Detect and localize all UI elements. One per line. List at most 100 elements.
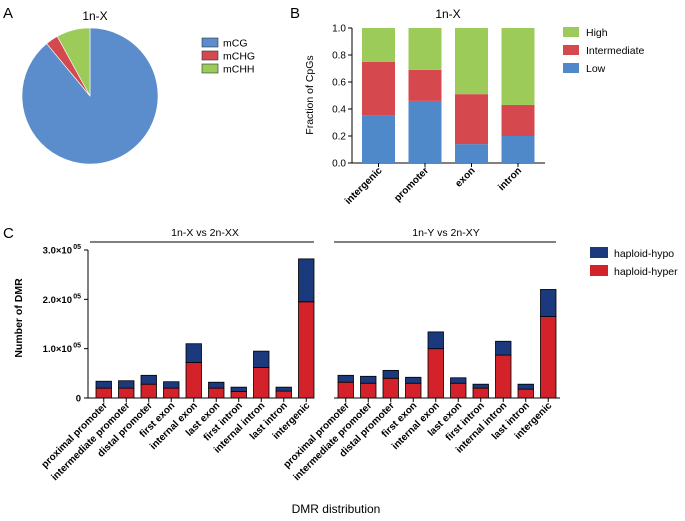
bar-group1-last-intron-hyper bbox=[275, 390, 292, 399]
panel-label-a: A bbox=[3, 5, 13, 22]
legend-label-mcg: mCG bbox=[223, 38, 248, 50]
b-y-tick-label: 1.0 bbox=[332, 24, 346, 35]
c-y-tick-exponent: 05 bbox=[73, 293, 81, 300]
bar-chart-b-ylabel: Fraction of CpGs bbox=[304, 55, 316, 134]
b-legend-swatch-high bbox=[563, 27, 579, 37]
group-title-1: 1n-X vs 2n-XX bbox=[171, 227, 239, 239]
bar-group2-last-exon-hyper bbox=[450, 382, 467, 399]
bar-group1-internal-intron-hypo bbox=[253, 350, 270, 368]
bar-intron-low bbox=[501, 136, 535, 163]
c-y-tick-label: 2.0×10 bbox=[43, 295, 72, 306]
pie-slice-mcg bbox=[21, 27, 159, 165]
b-legend-swatch-intermediate bbox=[563, 45, 579, 55]
bar-exon-intermediate bbox=[455, 94, 488, 145]
bar-group1-internal-exon-hypo bbox=[185, 343, 202, 363]
bar-group2-proximal-promoter-hypo bbox=[337, 374, 354, 383]
pie-slice-mchh bbox=[56, 27, 91, 97]
pie-title: 1n-X bbox=[82, 9, 107, 23]
c-legend-label-haploid-hypo: haploid-hypo bbox=[614, 248, 674, 260]
legend-label-mchh: mCHH bbox=[223, 64, 255, 76]
bar-group1-proximal-promoter-hyper bbox=[95, 387, 112, 399]
b-legend-swatch-low bbox=[563, 63, 579, 73]
bar-group2-internal-exon-hypo bbox=[427, 331, 444, 350]
bar-intergenic-intermediate bbox=[362, 61, 395, 116]
bar-group2-first-exon-hypo bbox=[405, 376, 422, 384]
fraction-bar-chart: 1n-X Fraction of CpGs 0.0 0.2 0.4 0.6 0.8 1.0… bbox=[304, 7, 645, 207]
bar-group1-intergenic-hypo bbox=[298, 258, 315, 303]
dmr-bar-chart: Number of DMR DMR distribution 0051.0×10… bbox=[13, 227, 678, 516]
c-y-tick-label: 1.0×10 bbox=[43, 344, 72, 355]
b-x-tick-label-promoter: promoter bbox=[392, 165, 431, 204]
c-y-tick-exponent: 05 bbox=[73, 343, 81, 350]
panel-label-b: B bbox=[290, 5, 300, 22]
bar-group1-distal-promoter-hypo bbox=[140, 374, 157, 385]
b-y-tick-label: 0.6 bbox=[332, 78, 346, 89]
bar-promoter-high bbox=[408, 28, 442, 70]
c-y-tick-label: 3.0×10 bbox=[43, 246, 72, 257]
bar-group1-last-intron-hypo bbox=[275, 386, 292, 392]
bar-group1-internal-exon-hyper bbox=[185, 362, 202, 399]
legend-swatch-mchg bbox=[201, 50, 219, 61]
b-legend-label-high: High bbox=[586, 27, 608, 39]
bar-intergenic-low bbox=[362, 115, 395, 163]
b-y-tick-label: 0.2 bbox=[332, 132, 346, 143]
bar-intron-intermediate bbox=[501, 104, 535, 136]
c-legend-swatch-haploid-hyper bbox=[590, 265, 608, 276]
panel-label-c: C bbox=[3, 225, 14, 242]
b-legend-label-intermediate: Intermediate bbox=[586, 45, 645, 57]
bar-group2-intermediate-promoter-hypo bbox=[360, 375, 377, 384]
bar-group2-first-intron-hypo bbox=[472, 383, 489, 389]
bar-intergenic-high bbox=[362, 28, 395, 62]
b-y-tick-label: 0.4 bbox=[332, 105, 346, 116]
c-y-tick-label: 0 bbox=[76, 394, 81, 405]
b-x-tick-label-exon: exon bbox=[453, 165, 477, 189]
bar-group2-intermediate-promoter-hyper bbox=[360, 382, 377, 399]
bar-group1-first-intron-hyper bbox=[230, 391, 247, 399]
c-legend-swatch-haploid-hypo bbox=[590, 247, 608, 258]
bar-group1-first-exon-hyper bbox=[163, 387, 180, 399]
c-legend-label-haploid-hyper: haploid-hyper bbox=[614, 266, 678, 278]
legend-swatch-mcg bbox=[201, 37, 219, 48]
b-legend-label-low: Low bbox=[586, 63, 606, 75]
bar-group2-distal-promoter-hypo bbox=[382, 369, 399, 379]
bar-exon-low bbox=[455, 144, 488, 163]
b-y-tick-label: 0.0 bbox=[332, 159, 346, 170]
bar-group1-proximal-promoter-hypo bbox=[95, 380, 112, 389]
bar-group2-last-intron-hyper bbox=[517, 388, 534, 399]
bar-intron-high bbox=[501, 28, 535, 105]
bar-group2-proximal-promoter-hyper bbox=[337, 381, 354, 399]
legend-swatch-mchh bbox=[201, 63, 219, 74]
bar-group2-first-exon-hyper bbox=[405, 382, 422, 399]
group-title-2: 1n-Y vs 2n-XY bbox=[412, 227, 480, 239]
bar-group2-internal-intron-hyper bbox=[495, 354, 512, 399]
bar-promoter-low bbox=[408, 100, 442, 163]
b-x-tick-label-intron: intron bbox=[496, 165, 524, 193]
b-y-tick-label: 0.8 bbox=[332, 51, 346, 62]
bar-group2-last-intron-hypo bbox=[517, 383, 534, 390]
b-x-tick-label-intergenic: intergenic bbox=[343, 165, 385, 207]
bar-group1-last-exon-hyper bbox=[208, 387, 225, 399]
bar-group2-internal-intron-hypo bbox=[495, 340, 512, 356]
bar-promoter-intermediate bbox=[408, 69, 442, 101]
bar-chart-b-title: 1n-X bbox=[435, 7, 460, 21]
bar-group2-distal-promoter-hyper bbox=[382, 377, 399, 399]
bar-chart-c-ylabel: Number of DMR bbox=[13, 278, 25, 358]
bar-group1-distal-promoter-hyper bbox=[140, 383, 157, 399]
bar-group2-intergenic-hyper bbox=[540, 316, 557, 399]
bar-group1-first-exon-hypo bbox=[163, 381, 180, 389]
bar-group2-last-exon-hypo bbox=[450, 377, 467, 384]
bar-group2-internal-exon-hyper bbox=[427, 348, 444, 399]
bar-group2-intergenic-hypo bbox=[540, 289, 557, 318]
c-y-tick-exponent: 05 bbox=[73, 244, 81, 251]
bar-chart-c-xlabel: DMR distribution bbox=[292, 502, 381, 516]
legend-label-mchg: mCHG bbox=[223, 51, 255, 63]
bar-group1-intermediate-promoter-hypo bbox=[118, 380, 135, 389]
bar-group2-first-intron-hyper bbox=[472, 387, 489, 399]
bar-group1-last-exon-hypo bbox=[208, 381, 225, 389]
bar-exon-high bbox=[455, 28, 488, 95]
bar-group1-first-intron-hypo bbox=[230, 386, 247, 392]
bar-group1-internal-intron-hyper bbox=[253, 367, 270, 399]
bar-group1-intermediate-promoter-hyper bbox=[118, 387, 135, 399]
